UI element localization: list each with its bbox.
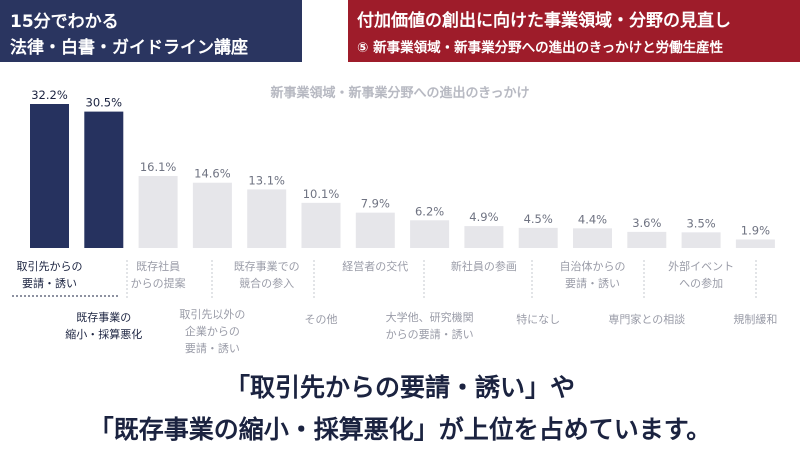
- value-label-11: 4.4%: [578, 212, 607, 226]
- value-label-3: 16.1%: [140, 160, 177, 174]
- header-right-badge: 付加価値の創出に向けた事業領域・分野の見直し ⑤ 新事業領域・新事業分野への進出…: [348, 0, 800, 62]
- bar-2: [84, 111, 124, 249]
- value-label-14: 1.9%: [741, 224, 770, 238]
- value-label-5: 13.1%: [248, 173, 285, 187]
- bar-chart: 32.2% 取引先からの要請・誘い 30.5% 既存事業の縮小・採算悪化 16.1% 既存…: [12, 88, 777, 355]
- value-label-1: 32.2%: [31, 88, 68, 102]
- value-label-8: 6.2%: [415, 204, 444, 218]
- conclusion-line2: 「既存事業の縮小・採算悪化」が上位を占めています。: [88, 415, 712, 444]
- bar-11: [573, 228, 612, 248]
- category-label-11: 自治体からの要請・誘い: [560, 259, 626, 290]
- bar-8: [410, 220, 450, 248]
- category-label-9: 新社員の参画: [451, 259, 517, 273]
- category-label-6: その他: [305, 313, 338, 326]
- bar-14: [735, 239, 775, 248]
- course-title-line2: 法律・白書・ガイドライン講座: [10, 38, 248, 58]
- value-label-13: 3.5%: [686, 216, 715, 230]
- category-label-5: 既存事業での競合の参入: [234, 259, 300, 290]
- bar-6: [301, 202, 341, 248]
- conclusion-line1: 「取引先からの要請・誘い」や: [224, 373, 575, 402]
- bar-5: [247, 189, 287, 248]
- category-label-2: 既存事業の縮小・採算悪化: [65, 310, 142, 341]
- value-label-9: 4.9%: [469, 210, 498, 224]
- bar-9: [464, 226, 504, 248]
- header-left-badge: 15分でわかる 法律・白書・ガイドライン講座: [0, 0, 302, 62]
- value-label-12: 3.6%: [632, 216, 661, 230]
- value-label-4: 14.6%: [194, 167, 231, 181]
- category-label-12: 専門家との相談: [608, 312, 685, 326]
- bar-4: [192, 182, 232, 248]
- category-label-1: 取引先からの要請・誘い: [17, 259, 83, 290]
- section-title: 付加価値の創出に向けた事業領域・分野の見直し: [357, 11, 731, 31]
- bar-13: [681, 232, 721, 248]
- category-label-7: 経営者の交代: [342, 259, 408, 273]
- bar-7: [355, 212, 395, 248]
- course-title-line1: 15分でわかる: [10, 12, 119, 32]
- bar-3: [138, 176, 178, 248]
- bar-12: [627, 231, 667, 248]
- value-label-2: 30.5%: [86, 96, 123, 110]
- section-subtitle: ⑤ 新事業領域・新事業分野への進出のきっかけと労働生産性: [357, 40, 724, 56]
- value-label-10: 4.5%: [524, 212, 553, 226]
- category-label-3: 既存社員からの提案: [131, 259, 186, 290]
- category-label-14: 規制緩和: [733, 312, 777, 326]
- category-label-4: 取引先以外の企業からの要請・誘い: [179, 307, 245, 355]
- category-label-10: 特になし: [516, 312, 560, 326]
- category-label-13: 外部イベントへの参加: [668, 259, 734, 290]
- bar-1: [30, 104, 69, 248]
- category-label-8: 大学他、研究機関からの要請・誘い: [386, 310, 474, 341]
- bar-10: [518, 227, 558, 248]
- value-label-6: 10.1%: [303, 187, 340, 201]
- chart-title: 新事業領域・新事業分野への進出のきっかけ: [270, 86, 530, 101]
- value-label-7: 7.9%: [361, 197, 390, 211]
